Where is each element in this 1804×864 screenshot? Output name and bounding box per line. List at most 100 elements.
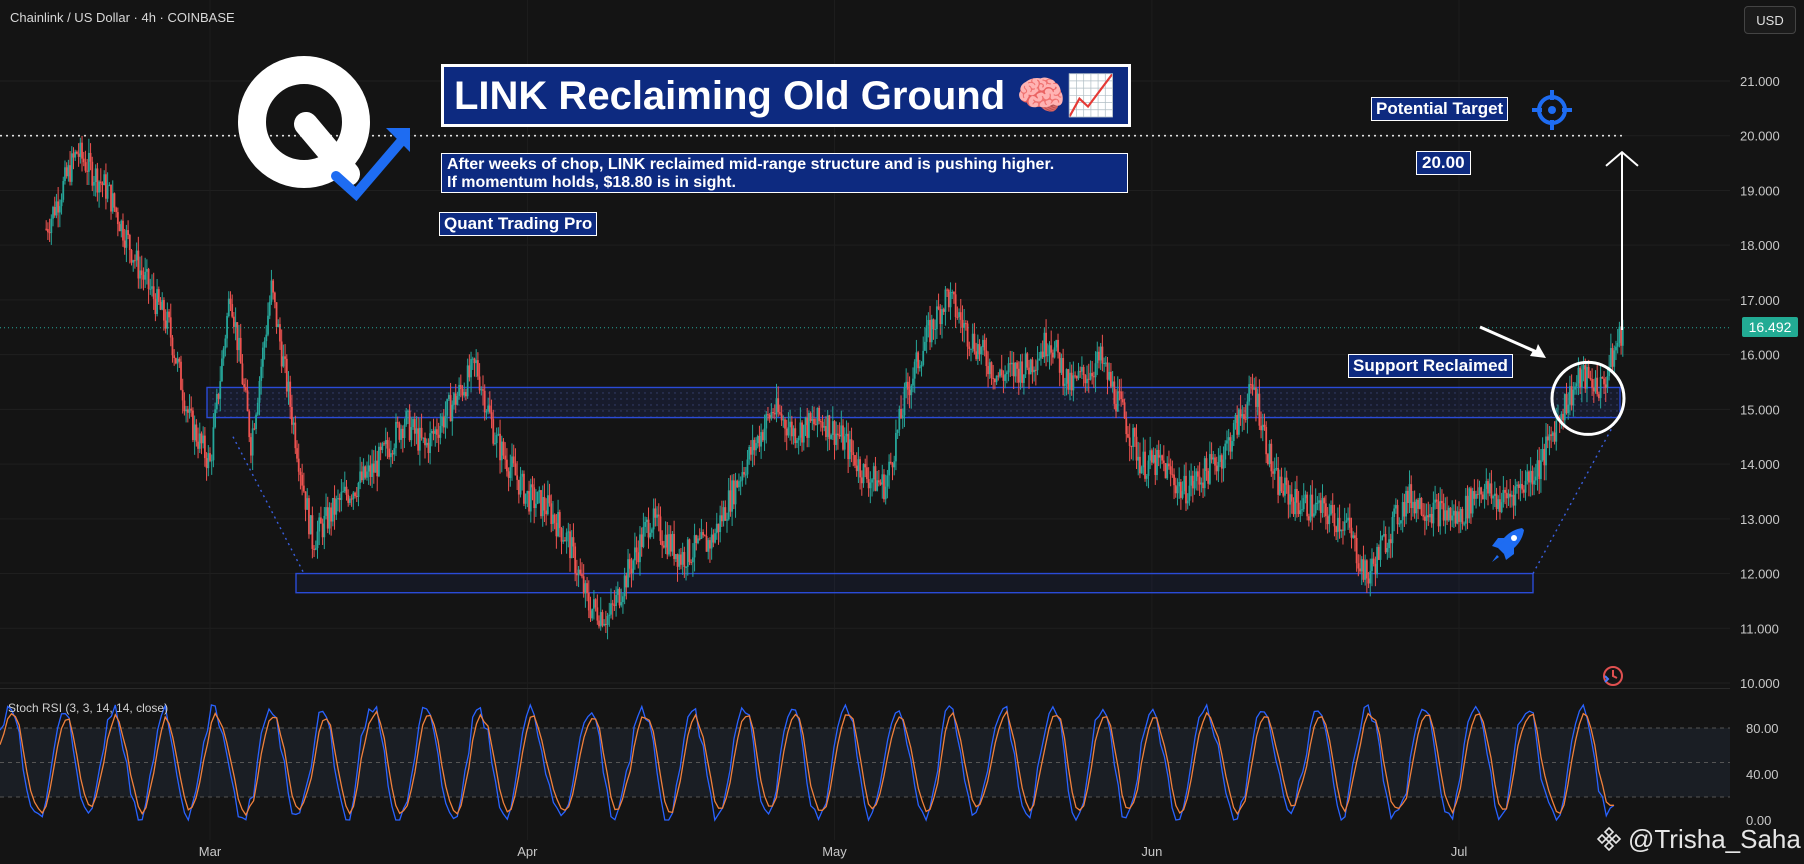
candle-body [1521, 483, 1524, 490]
candle-body [483, 390, 486, 413]
candle-body [777, 398, 780, 413]
candle-body [939, 308, 942, 325]
candle-body [50, 218, 53, 233]
candle-body [1572, 389, 1575, 406]
candle-body [1210, 454, 1213, 460]
candle-body [531, 484, 534, 488]
candle-body [922, 350, 925, 365]
candle-body [192, 410, 194, 441]
candle-body [1278, 476, 1281, 495]
candle-body [244, 387, 247, 391]
candle-body [1067, 369, 1070, 390]
candle-body [122, 220, 124, 241]
candle-body [200, 433, 203, 444]
candle-body [874, 466, 877, 491]
candle-body [980, 347, 983, 355]
candle-body [193, 424, 196, 441]
candle-body [1517, 484, 1520, 488]
candle-body [458, 384, 461, 397]
candle-body [337, 498, 339, 500]
rocket-icon [1492, 528, 1524, 562]
candle-body [164, 320, 167, 329]
candle-body [1463, 523, 1466, 525]
candle-body [610, 603, 612, 615]
candle-body [495, 435, 498, 444]
candle-body [1553, 432, 1556, 442]
candle-body [1365, 560, 1368, 579]
candle-body [446, 399, 449, 416]
candle-body [1191, 475, 1194, 489]
candle-body [465, 392, 467, 397]
candle-body [731, 480, 734, 512]
candle-body [447, 395, 450, 400]
candle-body [1058, 352, 1061, 373]
candle-body [1086, 378, 1088, 384]
alert-clock-icon[interactable] [1601, 664, 1625, 688]
candle-body [645, 519, 648, 523]
candle-body [490, 412, 493, 420]
candle-body [1432, 502, 1435, 524]
candle-body [555, 522, 558, 537]
candle-body [1427, 515, 1430, 518]
price-tick-label: 15.000 [1740, 402, 1780, 417]
candle-body [953, 291, 955, 295]
candle-body [408, 410, 411, 441]
candle-body [915, 352, 918, 362]
candle-body [1275, 468, 1278, 470]
candle-body [157, 289, 160, 302]
candle-body [616, 588, 619, 595]
candle-body [74, 151, 77, 158]
candle-body [893, 461, 896, 468]
description-box: After weeks of chop, LINK reclaimed mid-… [441, 153, 1128, 193]
candle-body [1615, 346, 1617, 351]
candle-body [891, 463, 894, 468]
candle-body [168, 311, 170, 318]
candle-body [749, 446, 752, 455]
candle-body [1034, 369, 1037, 371]
currency-button[interactable]: USD [1744, 6, 1796, 34]
candle-body [1621, 327, 1624, 346]
candle-body [987, 365, 989, 375]
candle-body [1534, 476, 1537, 481]
candle-body [727, 490, 730, 520]
candle-body [239, 337, 242, 364]
candle-body [1154, 454, 1157, 476]
candle-body [1580, 369, 1583, 388]
candle-body [705, 535, 708, 552]
candle-body [761, 432, 764, 441]
rsi-tick-label: 80.00 [1746, 721, 1779, 736]
quant-logo-icon [238, 56, 410, 202]
candle-body [1144, 451, 1146, 479]
candle-body [1422, 514, 1425, 517]
candle-body [198, 433, 201, 449]
candle-body [1060, 357, 1063, 373]
candle-body [1139, 456, 1141, 474]
candle-body [1519, 483, 1522, 488]
candle-body [586, 583, 588, 593]
candle-body [98, 181, 100, 193]
candle-body [1384, 534, 1387, 553]
candle-body [132, 260, 135, 263]
candle-body [251, 428, 254, 456]
candle-body [1350, 527, 1353, 538]
candle-body [145, 269, 148, 272]
candle-body [1569, 386, 1571, 405]
candle-body [523, 473, 525, 504]
candle-body [494, 443, 496, 445]
candle-body [1620, 326, 1622, 346]
candle-body [1052, 352, 1054, 358]
candle-body [593, 599, 595, 609]
candle-body [1611, 348, 1614, 367]
candle-body [488, 405, 491, 413]
candle-body [1451, 515, 1454, 521]
candle-body [1260, 425, 1262, 431]
candle-body [1377, 546, 1380, 560]
candle-body [1301, 509, 1303, 511]
candle-body [480, 389, 483, 391]
candle-body [738, 481, 740, 488]
candle-body [632, 560, 635, 574]
candle-body [975, 351, 978, 359]
candle-body [1468, 488, 1471, 519]
candle-body [1108, 371, 1111, 380]
candle-body [627, 559, 629, 588]
